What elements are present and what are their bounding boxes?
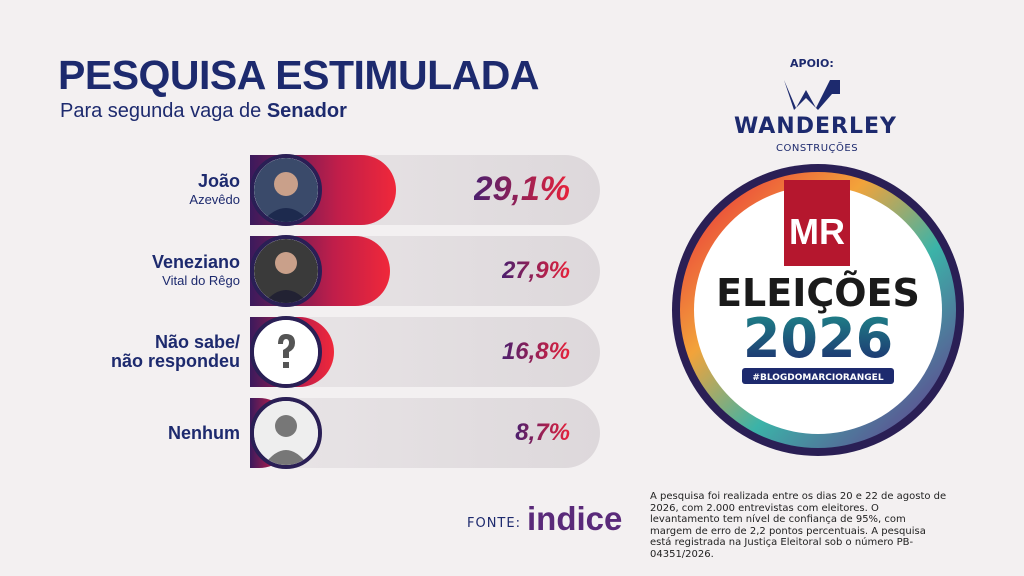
sponsor-logo xyxy=(784,80,840,110)
candidate-photo xyxy=(250,316,322,388)
candidate-photo xyxy=(250,235,322,307)
value-label: 16,8% xyxy=(501,337,570,365)
title: PESQUISA ESTIMULADA xyxy=(58,52,540,98)
sponsor-name: WANDERLEY xyxy=(734,114,897,139)
badge: MR ELEIÇÕES 2026 #BLOGDOMARCIORANGEL xyxy=(672,164,964,456)
badge-year: 2026 xyxy=(743,307,893,370)
methodology-note: A pesquisa foi realizada entre os dias 2… xyxy=(650,491,947,560)
source-label: FONTE: xyxy=(467,516,521,531)
category-label: João xyxy=(197,171,240,191)
sponsor-label: APOIO: xyxy=(790,57,834,70)
photo-icon xyxy=(254,158,318,222)
subtitle-emphasis: Senador xyxy=(266,100,347,122)
category-label: Veneziano xyxy=(151,252,240,272)
photo-icon xyxy=(254,239,318,303)
value-label: 27,9% xyxy=(501,256,570,284)
category-label: Nenhum xyxy=(168,423,240,443)
sponsor-tagline: CONSTRUÇÕES xyxy=(776,143,859,154)
value-label: 8,7% xyxy=(515,418,570,446)
source-name: indice xyxy=(527,500,623,537)
value-label: 29,1% xyxy=(473,169,570,208)
candidate-photo xyxy=(250,154,322,226)
photo-icon xyxy=(254,401,318,465)
category-sublabel: Azevêdo xyxy=(189,192,240,207)
subtitle-text: Para segunda vaga de xyxy=(60,100,262,122)
photo-icon xyxy=(254,320,318,384)
subtitle: Para segunda vaga de Senador xyxy=(60,100,347,123)
badge-logo: MR xyxy=(789,211,845,252)
badge-title: ELEIÇÕES xyxy=(716,271,920,315)
badge-hashtag: #BLOGDOMARCIORANGEL xyxy=(752,373,883,383)
category-label: Não sabe/ não respondeu xyxy=(110,332,240,371)
category-sublabel: Vital do Rêgo xyxy=(162,273,240,288)
candidate-photo xyxy=(250,397,322,469)
